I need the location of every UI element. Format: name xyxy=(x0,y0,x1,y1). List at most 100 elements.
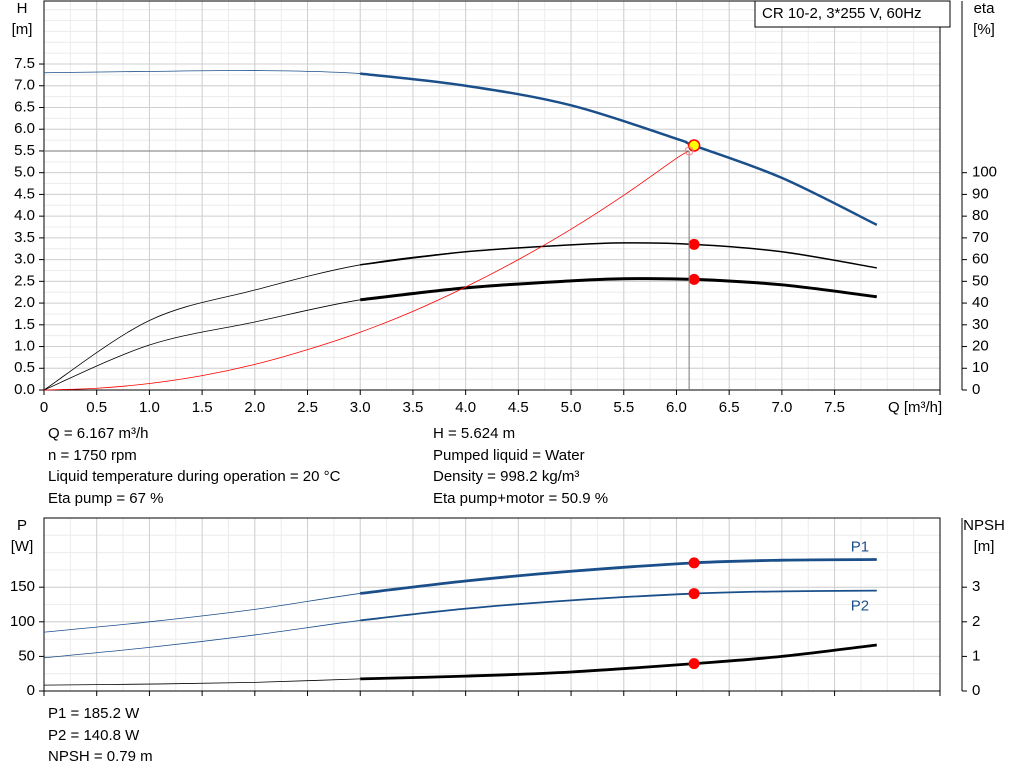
curve xyxy=(43,644,877,686)
x-tick-label: 1.5 xyxy=(192,399,213,416)
x-tick-label: 1.0 xyxy=(139,399,160,416)
y-tick-label: 3.0 xyxy=(14,251,35,268)
chart-title: CR 10-2, 3*255 V, 60Hz xyxy=(762,5,922,22)
y2-tick-label: 10 xyxy=(972,359,989,376)
y2-tick-label: 3 xyxy=(972,578,980,595)
curve-operating-range xyxy=(360,242,877,269)
y-tick-label: 0 xyxy=(27,682,35,699)
y-tick-label: 5.5 xyxy=(14,142,35,159)
title-box xyxy=(754,0,951,28)
y-tick-label: 7.0 xyxy=(14,77,35,94)
x-tick-label: 2.5 xyxy=(297,399,318,416)
plot-frame xyxy=(43,0,941,391)
operating-point xyxy=(688,658,700,670)
x-tick-label: 7.5 xyxy=(824,399,845,416)
y-tick-label: 6.0 xyxy=(14,120,35,137)
y2-tick-label: 90 xyxy=(972,185,989,202)
plot-frame xyxy=(43,517,941,692)
x-tick-label: 6.5 xyxy=(719,399,740,416)
y2-axis-unit: [%] xyxy=(973,21,995,38)
y-tick-label: 4.0 xyxy=(14,207,35,224)
y-axis-unit: [m] xyxy=(12,21,33,38)
x-tick-label: 4.0 xyxy=(455,399,476,416)
x-tick-label: 2.0 xyxy=(244,399,265,416)
y2-tick-label: 2 xyxy=(972,613,980,630)
y2-tick-label: 30 xyxy=(972,316,989,333)
operating-point xyxy=(688,557,700,569)
operating-point xyxy=(688,588,700,600)
x-tick-label: 7.0 xyxy=(771,399,792,416)
y-tick-label: 150 xyxy=(10,578,35,595)
y-axis-unit: [W] xyxy=(11,538,34,555)
y2-tick-label: 70 xyxy=(972,229,989,246)
info-line: Eta pump+motor = 50.9 % xyxy=(433,489,609,507)
x-tick-label: 3.0 xyxy=(350,399,371,416)
y2-tick-label: 40 xyxy=(972,294,989,311)
y-tick-label: 100 xyxy=(10,613,35,630)
x-axis-label: Q [m³/h] xyxy=(888,399,942,416)
info-line: Q = 6.167 m³/h xyxy=(48,425,149,442)
curve xyxy=(43,590,877,659)
info-line: Liquid temperature during operation = 20… xyxy=(48,468,341,485)
info-bottom: P1 = 185.2 W P2 = 140.8 W NPSH = 0.79 m xyxy=(48,703,153,768)
y-axis-label: P xyxy=(17,517,27,534)
info-line: NPSH = 0.79 m xyxy=(48,748,153,765)
x-tick-label: 5.0 xyxy=(561,399,582,416)
info-line: Eta pump = 67 % xyxy=(48,489,164,507)
y2-tick-label: 1 xyxy=(972,647,980,664)
y2-tick-label: 60 xyxy=(972,251,989,268)
system-point xyxy=(684,146,694,156)
y-tick-label: 4.5 xyxy=(14,185,35,202)
x-label-bg xyxy=(886,398,950,418)
curve xyxy=(43,559,877,633)
info-line: Density = 998.2 kg/m³ xyxy=(433,468,580,485)
y2-tick-label: 50 xyxy=(972,272,989,289)
x-tick-label: 4.5 xyxy=(508,399,529,416)
y-tick-label: 7.5 xyxy=(14,55,35,72)
x-tick-label: 0.5 xyxy=(86,399,107,416)
y2-tick-label: 0 xyxy=(972,381,980,398)
y-tick-label: 5.0 xyxy=(14,164,35,181)
curve-operating-range xyxy=(360,589,877,622)
y-tick-label: 2.5 xyxy=(14,272,35,289)
y2-tick-label: 20 xyxy=(972,338,989,355)
y-tick-label: 3.5 xyxy=(14,229,35,246)
y-axis-label: H xyxy=(17,0,28,17)
curve xyxy=(43,150,690,391)
curve-label: P2 xyxy=(851,598,869,615)
info-line: Pumped liquid = Water xyxy=(433,446,585,464)
y-tick-label: 2.0 xyxy=(14,294,35,311)
info-line: P2 = 140.8 W xyxy=(48,726,140,744)
operating-point xyxy=(687,139,701,152)
info-line: P1 = 185.2 W xyxy=(48,705,140,722)
info-line: H = 5.624 m xyxy=(433,425,516,442)
info-line: n = 1750 rpm xyxy=(48,446,137,464)
y2-tick-label: 80 xyxy=(972,207,989,224)
curve xyxy=(43,70,877,226)
curve xyxy=(43,278,877,391)
y-tick-label: 50 xyxy=(18,647,35,664)
y2-tick-label: 0 xyxy=(972,682,980,699)
y2-axis-label: eta xyxy=(974,0,996,17)
x-tick-label: 5.5 xyxy=(613,399,634,416)
y-tick-label: 0.0 xyxy=(14,381,35,398)
curve-operating-range xyxy=(360,643,877,681)
y2-axis-unit: [m] xyxy=(974,538,995,555)
y-tick-label: 0.5 xyxy=(14,359,35,376)
curve-label: P1 xyxy=(851,538,869,555)
x-tick-label: 6.0 xyxy=(666,399,687,416)
x-tick-label: 0 xyxy=(40,399,48,416)
x-tick-label: 3.5 xyxy=(403,399,424,416)
y-tick-label: 1.5 xyxy=(14,316,35,333)
operating-point xyxy=(688,273,700,285)
y-tick-label: 6.5 xyxy=(14,98,35,115)
curve-operating-range xyxy=(360,72,878,226)
curve-operating-range xyxy=(360,558,877,595)
y-tick-label: 1.0 xyxy=(14,338,35,355)
operating-point xyxy=(688,238,700,250)
y2-axis-label: NPSH xyxy=(963,517,1005,534)
y2-tick-label: 100 xyxy=(972,164,997,181)
info-right: H = 5.624 m Pumped liquid = Water Density … xyxy=(433,423,608,509)
